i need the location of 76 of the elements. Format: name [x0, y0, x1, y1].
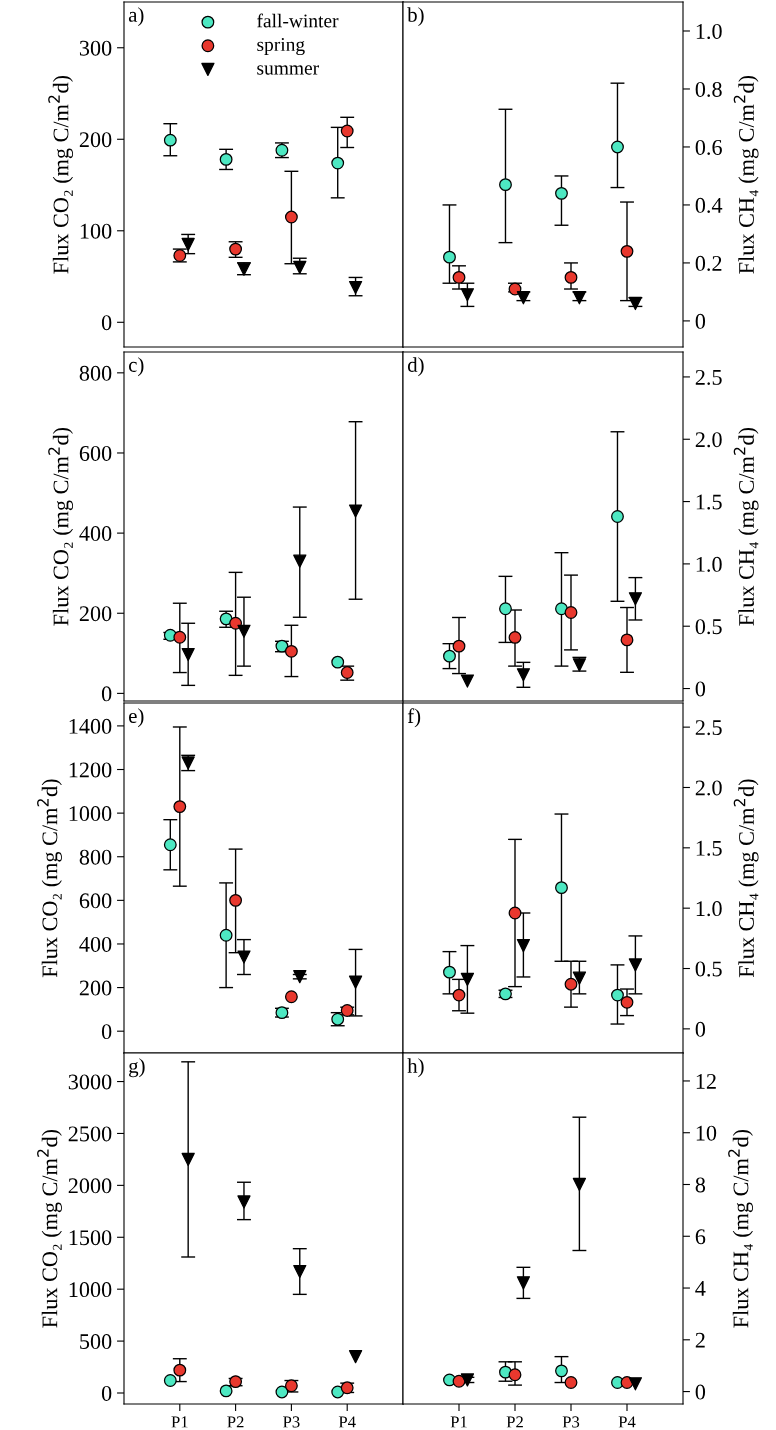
y-tick-label: 800	[79, 849, 112, 865]
y-tick-label: 500	[80, 1334, 112, 1350]
y-tick-label: 2500	[68, 1126, 112, 1142]
y2-axis-title: Flux CH₄ (mg C/m$^{2}$d)	[733, 427, 759, 626]
y-tick-label: 1500	[69, 1230, 112, 1246]
y-tick-label: 300	[79, 40, 112, 56]
y2-tick-label: 0	[695, 313, 706, 329]
y2-tick-label: 2.5	[695, 720, 722, 736]
y-tick-label: 3000	[68, 1074, 112, 1090]
chart-title: b)	[407, 7, 424, 27]
y-tick-label: 2000	[68, 1178, 112, 1194]
y2-axis-title: Flux CH₄ (mg C/m$^{2}$d)	[728, 1129, 753, 1328]
y-tick-label: 0	[101, 686, 112, 702]
y-axis-title: Flux CO₂ (mg C/m$^{2}$d)	[37, 779, 62, 978]
y2-tick-label: 0.8	[695, 81, 722, 97]
y-tick-label: 600	[79, 893, 112, 909]
y2-tick-label: 4	[695, 1281, 706, 1296]
x-tick-label: P4	[618, 1416, 636, 1428]
y2-tick-label: 1.0	[696, 23, 722, 40]
y-tick-label: 0	[101, 1385, 112, 1401]
chart-title: g)	[129, 1058, 145, 1078]
y2-axis-title: Flux CH₄ (mg C/m$^{2}$d)	[733, 779, 759, 978]
y-tick-label: 800	[79, 365, 112, 381]
y-axis-title: Flux CO₂ (mg C/m$^{2}$d)	[48, 75, 74, 274]
x-tick-label: P3	[562, 1416, 580, 1428]
x-tick-label: P4	[338, 1416, 356, 1428]
y-tick-label: 0	[101, 315, 112, 331]
y2-tick-label: 1.5	[696, 494, 722, 510]
legend-label: fall-winter	[257, 13, 339, 28]
y-tick-label: 0	[101, 1024, 112, 1040]
y-axis-title: Flux CO₂ (mg C/m$^{2}$d)	[37, 1129, 62, 1328]
chart-title: f)	[407, 708, 421, 728]
y2-tick-label: 1.5	[696, 840, 722, 856]
y-tick-label: 100	[80, 223, 112, 239]
y-tick-label: 1000	[69, 1282, 112, 1298]
y2-tick-label: 0.2	[695, 255, 722, 271]
y-tick-label: 600	[79, 445, 112, 461]
y2-tick-label: 12	[696, 1073, 716, 1089]
chart-title: d)	[407, 357, 424, 377]
chart-title: h)	[407, 1058, 424, 1078]
legend-label: spring	[257, 37, 305, 56]
y2-tick-label: 0.6	[695, 139, 722, 155]
y2-tick-label: 2.0	[695, 780, 722, 796]
y2-tick-label: 0	[695, 681, 706, 697]
chart-title: a)	[128, 7, 144, 27]
y-tick-label: 400	[79, 526, 112, 542]
y2-tick-label: 0.5	[695, 619, 722, 635]
x-tick-label: P2	[506, 1416, 523, 1428]
y2-tick-label: 1.0	[696, 556, 722, 572]
chart-title: c)	[128, 357, 144, 377]
y-axis-title: Flux CO₂ (mg C/m$^{2}$d)	[48, 427, 74, 626]
y2-tick-label: 10	[696, 1125, 717, 1141]
y2-axis-title: Flux CH₄ (mg C/m$^{2}$d)	[733, 75, 759, 274]
y2-tick-label: 2	[695, 1332, 705, 1348]
x-tick-label: P2	[227, 1416, 244, 1428]
y2-tick-label: 0	[695, 1021, 706, 1037]
y-tick-label: 200	[79, 606, 112, 622]
y-tick-label: 200	[79, 132, 112, 148]
legend-label: summer	[257, 65, 319, 75]
y-tick-label: 400	[79, 936, 112, 952]
y2-tick-label: 2.0	[695, 432, 722, 448]
chart-title: e)	[129, 708, 144, 728]
y2-tick-label: 6	[695, 1229, 706, 1245]
y2-tick-label: 0.5	[695, 961, 722, 977]
y-tick-label: 1400	[69, 718, 112, 734]
y-tick-label: 1000	[69, 806, 112, 822]
x-tick-label: P1	[450, 1416, 467, 1428]
y2-tick-label: 8	[695, 1177, 706, 1193]
y2-tick-label: 2.5	[695, 369, 722, 385]
x-tick-label: P3	[283, 1416, 300, 1428]
x-tick-label: P1	[171, 1416, 188, 1428]
y2-tick-label: 1.0	[696, 901, 722, 917]
y2-tick-label: 0	[695, 1384, 706, 1400]
y-tick-label: 1200	[69, 762, 112, 778]
y-tick-label: 200	[79, 980, 112, 996]
y2-tick-label: 0.4	[695, 197, 723, 213]
